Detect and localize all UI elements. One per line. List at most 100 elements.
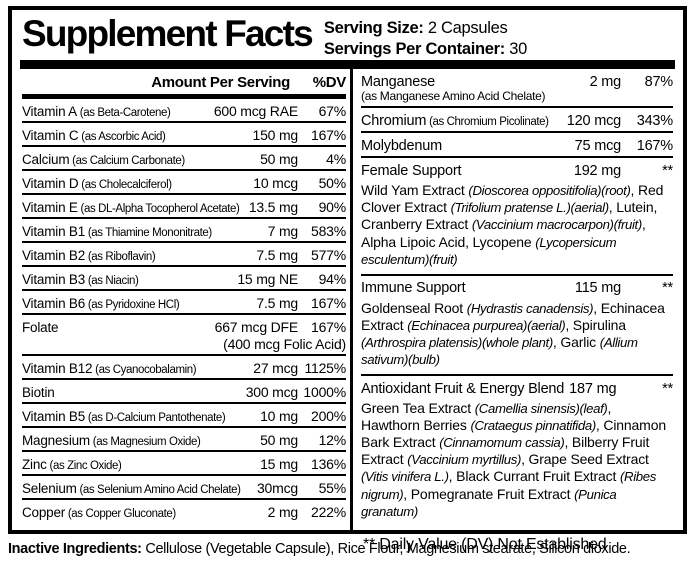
nutrient-amount: 15 mg NE: [237, 270, 298, 287]
nutrient-row: Vitamin B2 (as Riboflavin) 7.5 mg 577%: [22, 241, 346, 265]
nutrient-amount: 50 mg: [260, 150, 298, 167]
inactive-ingredients: Inactive Ingredients: Cellulose (Vegetab…: [8, 541, 695, 557]
supplement-facts-panel: Supplement Facts Serving Size: 2 Capsule…: [8, 6, 687, 553]
left-column: Amount Per Serving %DV Vitamin A (as Bet…: [20, 69, 350, 530]
nutrient-row-line: Vitamin A (as Beta-Carotene) 600 mcg RAE 6…: [22, 103, 346, 119]
nutrient-dv: 577%: [310, 246, 346, 263]
botanical-name: (Punica granatum): [361, 486, 617, 519]
ingredient-text: Wild Yam Extract: [361, 182, 469, 199]
nutrient-name: Selenium (as Selenium Amino Acid Chelate…: [22, 480, 241, 496]
botanical-name: (Allium sativum)(bulb): [361, 334, 638, 367]
nutrient-dv: 167%: [310, 318, 346, 335]
botanical-name: (Dioscorea oppositifolia)(root): [468, 183, 631, 199]
nutrient-row-line: Vitamin B3 (as Niacin) 15 mg NE 94%: [22, 271, 346, 287]
nutrient-dv: **: [662, 380, 673, 397]
nutrient-dv: 90%: [318, 198, 347, 215]
blend-ingredients: Goldenseal Root (Hydrastis canadensis), …: [361, 298, 673, 373]
nutrient-row: Folate 667 mcg DFE 167% (400 mcg Folic Acid…: [22, 313, 346, 354]
nutrient-amount: 27 mcg: [253, 359, 298, 376]
nutrient-row-line: Vitamin B1 (as Thiamine Mononitrate) 7 mg…: [22, 223, 346, 239]
nutrient-form: (as Calcium Carbonate): [69, 154, 185, 167]
nutrient-row: Immune Support 115 mg **: [361, 279, 673, 298]
facts-columns: Amount Per Serving %DV Vitamin A (as Bet…: [12, 69, 683, 553]
nutrient-row: Vitamin A (as Beta-Carotene) 600 mcg RAE 6…: [22, 99, 346, 121]
nutrient-amount: 50 mg: [260, 431, 298, 448]
nutrient-amount: 13.5 mg: [248, 198, 298, 215]
nutrient-row-line: Vitamin E (as DL-Alpha Tocopherol Acetat…: [22, 199, 346, 215]
nutrient-dv: 12%: [318, 431, 347, 448]
nutrient-name: Vitamin B3 (as Niacin): [22, 271, 139, 287]
nutrient-amount: 192 mg: [573, 162, 621, 179]
nutrient-amount: 120 mcg: [566, 112, 621, 129]
nutrient-section: Manganese 2 mg 87% (as Manganese Amino Acid…: [361, 69, 673, 106]
nutrient-amount: 7 mg: [267, 222, 299, 239]
nutrient-row-line: Biotin 300 mcg 1000%: [22, 384, 346, 400]
column-heading-bar: [22, 94, 346, 100]
nutrient-row: Vitamin D (as Cholecalciferol) 10 mcg 50%: [22, 169, 346, 193]
nutrient-amount: 600 mcg RAE: [213, 102, 298, 119]
nutrient-amount: 150 mg: [252, 126, 299, 143]
nutrient-row-line: Vitamin B5 (as D-Calcium Pantothenate) 10…: [22, 408, 346, 424]
nutrient-amount: 7.5 mg: [256, 294, 298, 311]
nutrient-row: Chromium (as Chromium Picolinate) 120 mcg…: [361, 111, 673, 130]
nutrient-row-line: Vitamin C (as Ascorbic Acid) 150 mg 167%: [22, 127, 346, 143]
nutrient-dv: 4%: [326, 150, 346, 167]
nutrient-row-line: Vitamin B6 (as Pyridoxine HCl) 7.5 mg 167%: [22, 295, 346, 311]
nutrient-name: Folate: [22, 319, 59, 335]
botanical-name: (Vitis vinifera L.): [361, 469, 449, 485]
nutrient-amount: 300 mcg: [245, 383, 298, 400]
ingredient-text: , Bilberry Fruit Extract: [361, 434, 650, 468]
nutrient-dv: 167%: [636, 137, 673, 154]
blend-ingredients: Wild Yam Extract (Dioscorea oppositifoli…: [361, 180, 673, 272]
nutrient-dv: 167%: [310, 126, 346, 143]
nutrient-name: Copper (as Copper Gluconate): [22, 504, 176, 520]
nutrient-row: Selenium (as Selenium Amino Acid Chelate…: [22, 474, 346, 498]
inactive-ingredients-text: Cellulose (Vegetable Capsule), Rice Flou…: [141, 541, 631, 557]
left-rows: Vitamin A (as Beta-Carotene) 600 mcg RAE 6…: [22, 99, 346, 522]
ingredient-text: , Spirulina: [565, 316, 626, 333]
page-title: Supplement Facts: [22, 13, 314, 54]
serving-size-line: Serving Size: 2 Capsules: [324, 18, 527, 39]
botanical-name: (Crataegus pinnatifida): [470, 418, 597, 434]
nutrient-row: Vitamin E (as DL-Alpha Tocopherol Acetat…: [22, 193, 346, 217]
nutrient-row: Calcium (as Calcium Carbonate) 50 mg 4%: [22, 145, 346, 169]
nutrient-row: Vitamin B5 (as D-Calcium Pantothenate) 10…: [22, 402, 346, 426]
botanical-name: (Camellia sinensis)(leaf): [474, 401, 608, 417]
nutrient-form: (as Thiamine Mononitrate): [85, 226, 212, 239]
nutrient-form: (as DL-Alpha Tocopherol Acetate): [77, 202, 240, 215]
nutrient-section: Antioxidant Fruit & Energy Blend 187 mg **…: [361, 374, 673, 526]
nutrient-row: Manganese 2 mg 87%: [361, 72, 673, 91]
ingredient-text: , Lutein, Cranberry Extract: [361, 199, 658, 233]
nutrient-name: Zinc (as Zinc Oxide): [22, 456, 122, 472]
nutrient-amount: 10 mcg: [253, 174, 298, 191]
nutrient-amount: 115 mg: [574, 280, 621, 297]
nutrient-row: Female Support 192 mg **: [361, 161, 673, 180]
nutrient-row: Vitamin B1 (as Thiamine Mononitrate) 7 mg…: [22, 217, 346, 241]
nutrient-row: Magnesium (as Magnesium Oxide) 50 mg 12%: [22, 426, 346, 450]
ingredient-text: , Garlic: [552, 333, 600, 350]
panel-header: Supplement Facts Serving Size: 2 Capsule…: [12, 10, 683, 59]
nutrient-section: Immune Support 115 mg ** Goldenseal Root (H…: [361, 273, 673, 374]
nutrient-amount: 15 mg: [260, 455, 298, 472]
nutrient-amount: 7.5 mg: [256, 246, 298, 263]
nutrient-form: (as Chromium Picolinate): [426, 115, 549, 128]
nutrient-form: (as Ascorbic Acid): [78, 130, 166, 143]
nutrient-row: Biotin 300 mcg 1000%: [22, 378, 346, 402]
nutrient-name: Vitamin C (as Ascorbic Acid): [22, 127, 166, 143]
nutrient-form: (as Cholecalciferol): [78, 178, 172, 191]
nutrient-form: (as Magnesium Oxide): [89, 435, 201, 448]
nutrient-amount: 2 mg: [267, 503, 299, 520]
nutrient-dv: 1000%: [303, 383, 346, 400]
nutrient-dv: 67%: [318, 102, 347, 119]
nutrient-form: (as Niacin): [85, 274, 139, 287]
column-headings: Amount Per Serving %DV: [22, 69, 346, 94]
botanical-name: (Vaccinium myrtillus): [407, 452, 522, 468]
nutrient-dv: 55%: [318, 479, 347, 496]
nutrient-dv: 94%: [318, 270, 347, 287]
nutrient-form: (as Cyanocobalamin): [92, 363, 197, 376]
nutrient-name: Magnesium (as Magnesium Oxide): [22, 432, 201, 448]
ingredient-text: , Echinacea Extract: [361, 299, 665, 333]
nutrient-row-line: Folate 667 mcg DFE 167%: [22, 319, 346, 335]
dv-heading: %DV: [312, 74, 347, 92]
nutrient-form: (as Copper Gluconate): [65, 507, 176, 520]
